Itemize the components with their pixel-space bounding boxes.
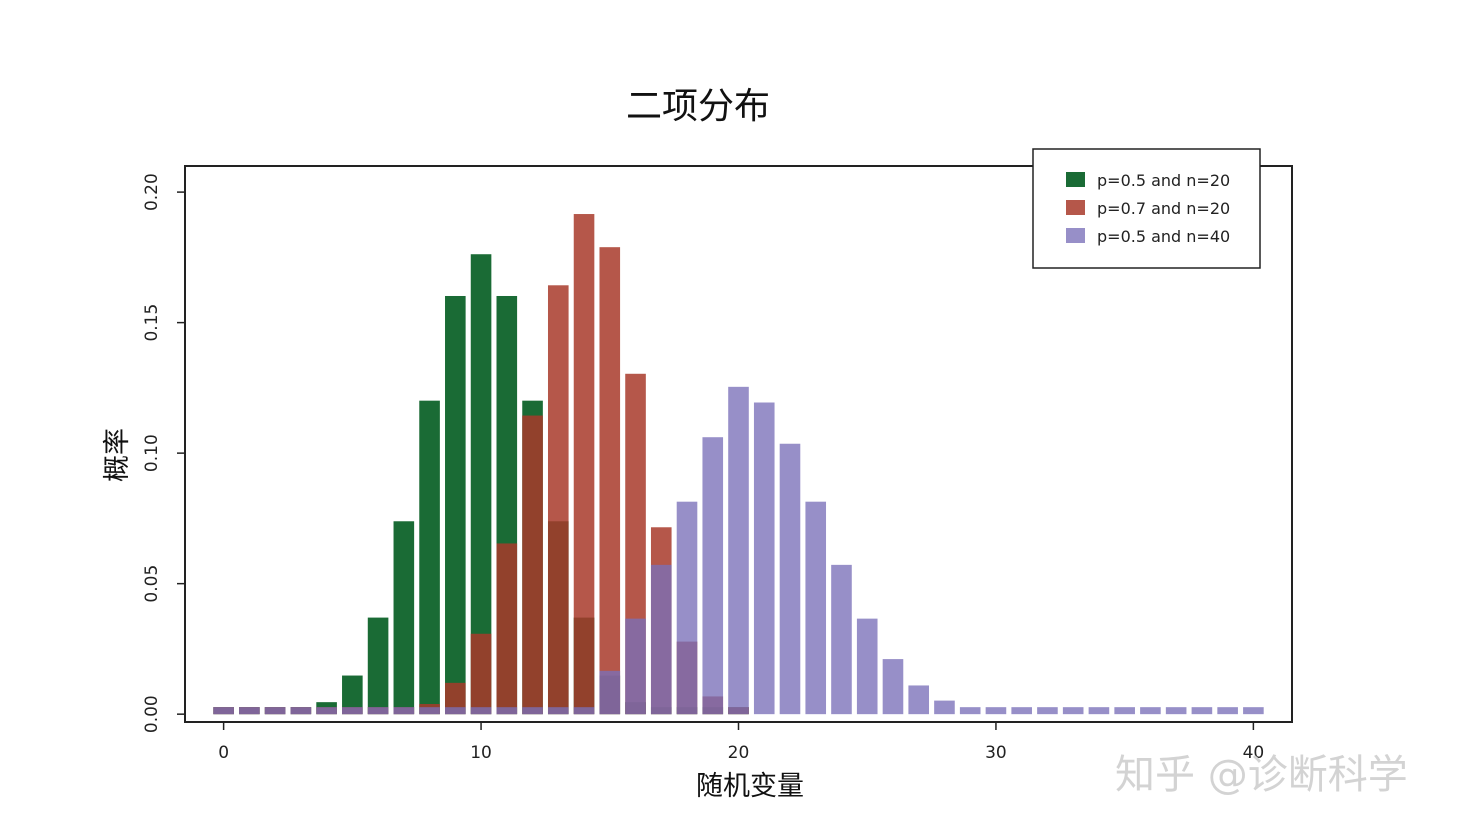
y-tick-label: 0.15 (142, 304, 162, 342)
axes-layer: 0 10 20 30 40 0.00 0.05 0.10 0.15 0.20 (142, 173, 1264, 763)
legend-label: p=0.5 and n=20 (1097, 171, 1230, 190)
bar-s2-x17 (650, 564, 672, 715)
bar-s2-x8 (419, 707, 440, 715)
x-tick-label: 0 (218, 743, 229, 763)
chart-title: 二项分布 (626, 86, 770, 127)
bar-s2-x40 (1243, 707, 1264, 715)
bar-s0-x9 (445, 295, 466, 715)
legend-label: p=0.5 and n=40 (1097, 227, 1230, 246)
bars-layer (213, 214, 1264, 715)
bar-s2-x16 (625, 618, 646, 715)
bar-s2-x36 (1140, 707, 1161, 715)
bar-s2-x5 (342, 707, 363, 715)
legend-swatch (1066, 228, 1085, 243)
bar-s0-x5 (342, 675, 363, 715)
bar-s1-x12 (522, 415, 543, 715)
x-axis-label: 随机变量 (696, 771, 804, 802)
bar-s2-x28 (934, 700, 955, 715)
bar-s2-x0 (213, 707, 234, 715)
bar-s2-x39 (1217, 707, 1238, 715)
bar-s2-x1 (239, 707, 260, 715)
bar-s2-x30 (985, 707, 1007, 715)
bar-s2-x15 (599, 670, 621, 715)
bar-s2-x23 (805, 501, 827, 715)
bar-s2-x6 (367, 707, 389, 715)
bar-s2-x21 (753, 402, 775, 715)
watermark-text: 知乎 @诊断科学 (1115, 752, 1408, 798)
x-tick-label: 30 (985, 743, 1007, 763)
bar-s2-x19 (702, 437, 724, 715)
bar-s2-x9 (445, 707, 466, 715)
bar-s2-x26 (882, 659, 904, 715)
bar-s1-x9 (445, 682, 466, 715)
y-tick-label: 0.20 (142, 173, 162, 211)
bar-s2-x25 (856, 618, 878, 715)
bar-s2-x33 (1062, 707, 1084, 715)
bar-s1-x15 (599, 247, 621, 715)
bar-s2-x13 (547, 707, 569, 715)
bar-s0-x7 (393, 521, 415, 715)
legend-label: p=0.7 and n=20 (1097, 199, 1230, 218)
bar-s0-x10 (470, 254, 492, 715)
bar-s2-x18 (676, 501, 698, 715)
y-tick-label: 0.00 (142, 695, 162, 733)
bar-s1-x14 (573, 214, 595, 715)
legend-swatch (1066, 172, 1085, 187)
bar-s2-x10 (470, 707, 492, 715)
bar-s2-x29 (959, 707, 981, 715)
bar-s2-x12 (522, 707, 543, 715)
bar-s2-x20 (728, 386, 749, 715)
bar-s2-x24 (831, 564, 852, 715)
bar-s2-x38 (1191, 707, 1213, 715)
bar-s2-x27 (908, 685, 930, 715)
y-axis-label: 概率 (102, 428, 133, 482)
bar-s2-x3 (290, 707, 312, 715)
y-tick-label: 0.10 (142, 434, 162, 472)
x-tick-label: 10 (470, 743, 492, 763)
bar-s2-x4 (316, 707, 337, 715)
bar-s0-x8 (419, 400, 440, 715)
bar-s2-x11 (496, 707, 518, 715)
x-tick-label: 40 (1243, 743, 1265, 763)
bar-s2-x37 (1165, 707, 1187, 715)
bar-s2-x14 (573, 707, 595, 715)
bar-s2-x34 (1088, 707, 1110, 715)
bar-s1-x11 (496, 543, 518, 715)
bar-s2-x22 (779, 443, 801, 715)
bar-s2-x32 (1037, 707, 1058, 715)
y-tick-label: 0.05 (142, 565, 162, 603)
bar-s1-x13 (547, 285, 569, 715)
bar-s2-x2 (264, 707, 286, 715)
bar-s2-x31 (1011, 707, 1032, 715)
bar-s2-x35 (1114, 707, 1135, 715)
x-tick-label: 20 (728, 743, 750, 763)
bar-s0-x6 (367, 617, 389, 715)
legend: p=0.5 and n=20 p=0.7 and n=20 p=0.5 and n=… (1032, 148, 1261, 269)
bar-s1-x10 (470, 633, 492, 715)
bar-s2-x7 (393, 707, 415, 715)
legend-swatch (1066, 200, 1085, 215)
